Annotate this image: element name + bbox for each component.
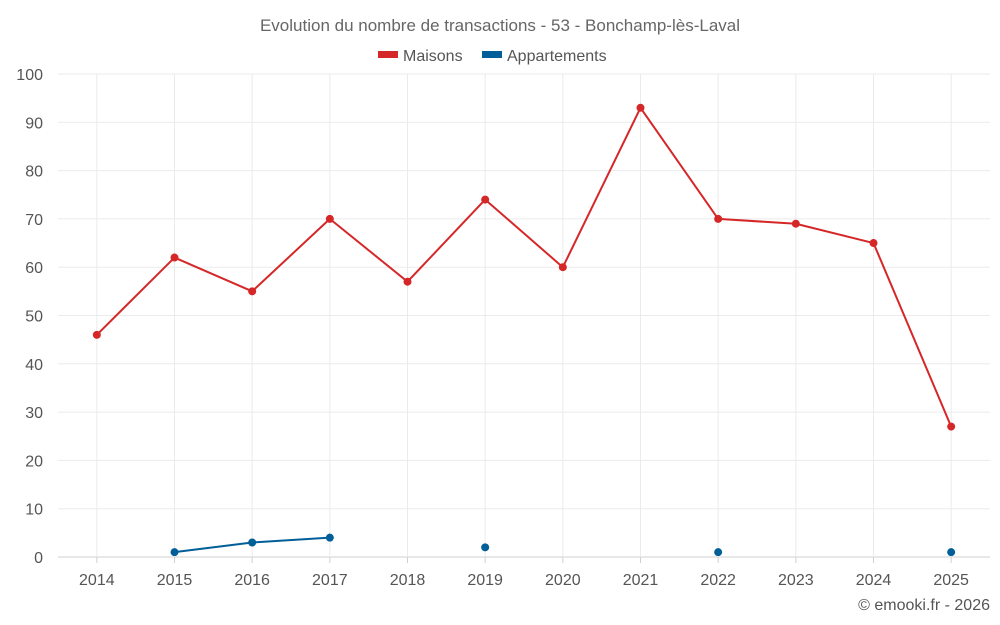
x-tick-label-2016: 2016: [234, 572, 270, 589]
x-tick-label-2017: 2017: [312, 572, 348, 589]
chart-title: Evolution du nombre de transactions - 53…: [260, 16, 740, 35]
x-tick-label-2014: 2014: [79, 572, 115, 589]
data-point-maisons-2020[interactable]: [558, 263, 567, 272]
y-tick-label-90: 90: [25, 115, 43, 132]
x-tick-label-2015: 2015: [157, 572, 193, 589]
x-tick-label-2024: 2024: [856, 572, 892, 589]
grid: [58, 73, 990, 563]
y-axis-ticks: 0 10 20 30 40 50 60 70 80 90 100: [16, 67, 43, 567]
y-tick-label-20: 20: [25, 453, 43, 470]
data-point-appartements-2025[interactable]: [947, 548, 956, 557]
data-point-appartements-2016[interactable]: [248, 538, 257, 547]
x-tick-label-2023: 2023: [778, 572, 814, 589]
legend-swatch-appartements: [482, 51, 502, 58]
x-tick-label-2021: 2021: [623, 572, 659, 589]
legend-label-maisons[interactable]: Maisons: [403, 48, 463, 65]
series: [92, 103, 956, 557]
x-tick-label-2022: 2022: [700, 572, 736, 589]
x-tick-label-2019: 2019: [467, 572, 503, 589]
y-tick-label-30: 30: [25, 405, 43, 422]
y-tick-label-80: 80: [25, 164, 43, 181]
data-point-maisons-2018[interactable]: [403, 277, 412, 286]
legend-swatch-maisons: [378, 51, 398, 58]
data-point-appartements-2022[interactable]: [714, 548, 723, 557]
y-tick-label-100: 100: [16, 67, 43, 84]
data-point-maisons-2019[interactable]: [481, 195, 490, 204]
data-point-maisons-2017[interactable]: [325, 214, 334, 223]
data-point-maisons-2025[interactable]: [947, 422, 956, 431]
data-point-maisons-2014[interactable]: [92, 330, 101, 339]
x-tick-label-2025: 2025: [933, 572, 969, 589]
legend-label-appartements[interactable]: Appartements: [507, 48, 607, 65]
y-tick-label-60: 60: [25, 260, 43, 277]
data-point-appartements-2017[interactable]: [325, 533, 334, 542]
data-point-maisons-2016[interactable]: [248, 287, 257, 296]
series-appartements: [170, 533, 956, 557]
data-point-appartements-2015[interactable]: [170, 548, 179, 557]
data-point-maisons-2024[interactable]: [869, 239, 878, 248]
series-line-maisons-0: [96, 106, 953, 427]
y-tick-label-10: 10: [25, 502, 43, 519]
x-tick-label-2018: 2018: [390, 572, 426, 589]
series-maisons: [92, 103, 956, 431]
y-tick-label-0: 0: [34, 550, 43, 567]
y-tick-label-50: 50: [25, 309, 43, 326]
y-tick-label-70: 70: [25, 212, 43, 229]
data-point-maisons-2023[interactable]: [791, 219, 800, 228]
data-point-maisons-2021[interactable]: [636, 103, 645, 112]
data-point-appartements-2019[interactable]: [481, 543, 490, 552]
y-tick-label-40: 40: [25, 357, 43, 374]
credit-text: © emooki.fr - 2026: [858, 597, 990, 614]
data-point-maisons-2015[interactable]: [170, 253, 179, 262]
x-tick-label-2020: 2020: [545, 572, 581, 589]
x-axis-ticks: 2014 2015 2016 2017 2018 2019 2020 2021 2022 2023…: [79, 572, 969, 589]
data-point-maisons-2022[interactable]: [714, 214, 723, 223]
legend: Maisons Appartements: [378, 48, 607, 65]
